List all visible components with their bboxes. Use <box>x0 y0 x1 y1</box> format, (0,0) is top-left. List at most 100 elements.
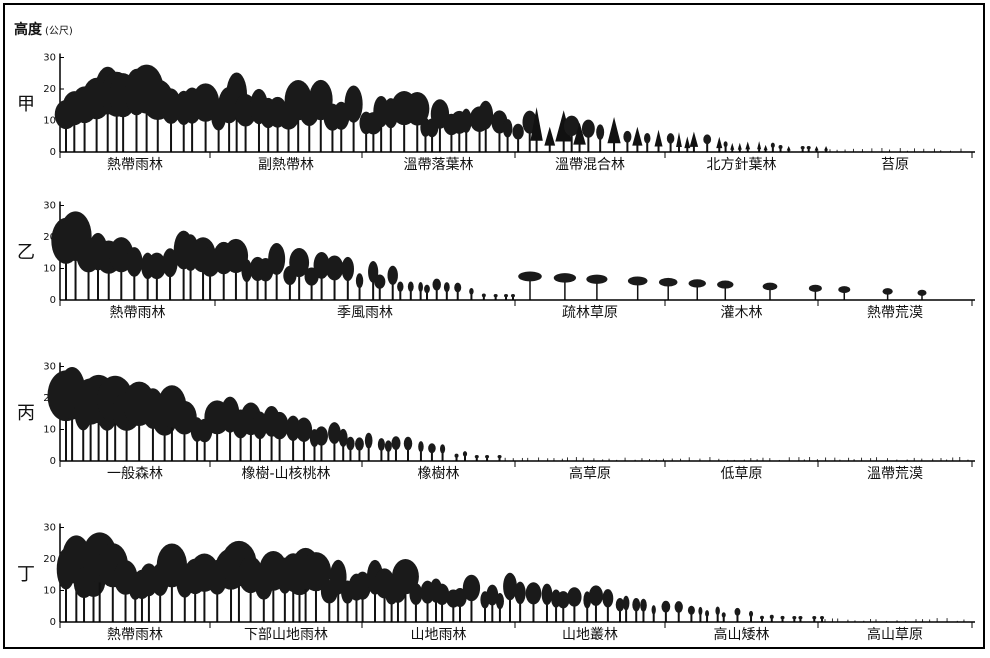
tree-crown <box>640 598 647 612</box>
tree-crown <box>474 455 479 459</box>
y-tick-label: 30 <box>43 53 56 64</box>
tree-crown <box>723 141 728 148</box>
zone-label: 灌木林 <box>721 305 763 321</box>
y-tick-label: 10 <box>43 586 56 597</box>
tree-crown <box>666 133 675 144</box>
shrub-crown <box>586 274 608 284</box>
shrub-crown <box>917 289 927 296</box>
tree-crown <box>418 281 423 293</box>
zone-label: 溫帶混合林 <box>555 157 625 173</box>
tree-crown <box>503 572 517 601</box>
tree-crown <box>581 119 595 138</box>
zone-label: 溫帶荒漠 <box>867 466 923 482</box>
y-tick-label: 10 <box>43 116 56 127</box>
y-tick-label: 10 <box>43 264 56 275</box>
row-label: 丙 <box>17 403 35 424</box>
shrub-crown <box>808 284 822 292</box>
tree-crown <box>314 426 328 446</box>
tree-crown <box>544 126 556 146</box>
tree-crown <box>623 130 632 143</box>
zone-label: 溫帶落葉林 <box>404 157 474 173</box>
y-tick-label: 20 <box>43 84 56 95</box>
y-tick-label: 30 <box>43 362 56 373</box>
row-label: 甲 <box>17 94 35 115</box>
tree-crown <box>541 583 553 606</box>
zone-label: 熱帶荒漠 <box>867 305 923 321</box>
tree-crown <box>460 108 472 133</box>
tree-crown <box>812 616 817 620</box>
tree-crown <box>615 598 625 612</box>
tree-crown <box>454 453 459 458</box>
tree-crown <box>745 141 751 150</box>
shrub-crown <box>762 282 778 291</box>
tree-crown <box>567 587 582 607</box>
tree-crown <box>721 612 726 618</box>
tree-crown <box>596 124 605 140</box>
tree-crown <box>556 591 570 609</box>
tree-crown <box>418 441 424 453</box>
tree-crown <box>328 422 341 444</box>
shrub-crown <box>627 276 648 286</box>
row-label: 丁 <box>17 564 35 585</box>
tree-crown <box>481 293 486 298</box>
tree-crown <box>607 116 621 144</box>
tree-crown <box>525 582 542 605</box>
tree-crown <box>705 610 710 617</box>
zone-label: 高草原 <box>569 465 611 482</box>
tree-crown <box>325 255 344 281</box>
tree-crown <box>763 144 768 151</box>
tree-crown <box>485 455 490 459</box>
tree-crown <box>780 615 785 620</box>
zone-label: 橡樹-山核桃林 <box>241 466 330 482</box>
tree-crown <box>495 593 504 610</box>
zone-label: 高山草原 <box>867 626 923 643</box>
tree-crown <box>757 141 762 150</box>
shrub-crown <box>838 286 851 294</box>
zone-label: 季風雨林 <box>337 305 393 321</box>
tree-crown <box>654 129 663 147</box>
tree-crown <box>676 132 682 148</box>
tree-crown <box>800 146 805 150</box>
shrub-crown <box>518 271 542 282</box>
tree-crown <box>703 134 712 145</box>
y-unit: (公尺) <box>45 25 73 37</box>
y-title: 高度 <box>14 21 43 38</box>
y-tick-label: 20 <box>43 232 56 243</box>
zone-label: 熱帶雨林 <box>110 305 166 321</box>
tree-crown <box>300 552 332 592</box>
tree-crown <box>439 444 446 454</box>
y-tick-label: 0 <box>50 295 56 306</box>
tree-crown <box>674 601 683 613</box>
tree-crown <box>338 428 348 447</box>
tree-crown <box>443 282 450 293</box>
zone-label: 下部山地雨林 <box>244 627 328 643</box>
tree-crown <box>588 585 603 606</box>
tree-crown <box>632 597 641 612</box>
tree-crown <box>454 282 462 293</box>
shrub-crown <box>658 277 678 287</box>
tree-crown <box>397 281 404 292</box>
zone-label: 熱帶雨林 <box>107 157 163 173</box>
zone-label: 低草原 <box>721 466 763 482</box>
y-tick-label: 10 <box>43 425 56 436</box>
zone-label: 北方針葉林 <box>707 157 777 173</box>
tree-crown <box>346 436 355 451</box>
shrub-crown <box>688 279 706 288</box>
tree-crown <box>313 251 330 279</box>
tree-crown <box>563 115 580 136</box>
tree-crown <box>469 287 474 295</box>
tree-crown <box>770 142 775 148</box>
tree-crown <box>428 443 436 454</box>
tree-crown <box>409 583 423 605</box>
tree-crown <box>270 411 289 440</box>
tree-crown <box>355 273 364 289</box>
tree-crown <box>824 146 829 151</box>
tree-crown <box>355 437 364 451</box>
zone-label: 山地雨林 <box>411 627 467 643</box>
tree-crown <box>530 107 543 141</box>
tree-crown <box>749 610 754 618</box>
y-tick-label: 30 <box>43 201 56 212</box>
shrub-crown <box>553 273 577 283</box>
zone-label: 疏林草原 <box>562 305 618 321</box>
